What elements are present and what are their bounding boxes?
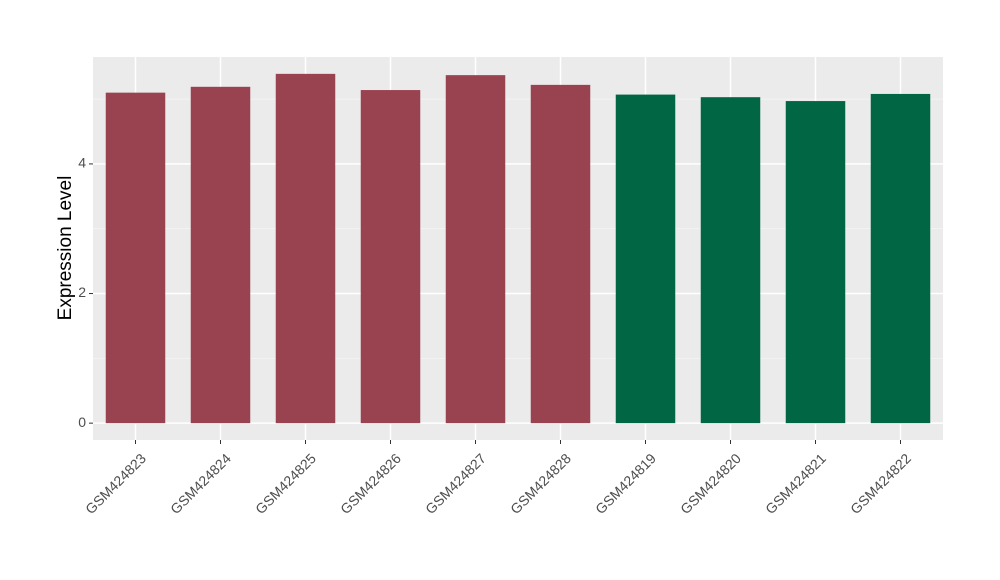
x-tick-label: GSM424828 [507,450,574,517]
y-tick-label: 4 [78,155,86,171]
x-tick-label: GSM424826 [337,450,404,517]
bar [190,86,251,424]
x-tick-label: GSM424820 [677,450,744,517]
x-tick-label: GSM424823 [82,450,149,517]
bar [275,73,336,424]
bar [870,93,931,424]
bar [700,97,761,424]
x-tick-label: GSM424819 [592,450,659,517]
x-tick-label: GSM424827 [422,450,489,517]
bar [615,94,676,424]
y-tick-label: 2 [78,284,86,300]
bar [785,101,846,424]
y-axis-title: Expression Level [55,176,76,321]
bar [445,75,506,424]
y-tick-label: 0 [78,414,86,430]
x-tick-label: GSM424824 [167,450,234,517]
x-tick-label: GSM424825 [252,450,319,517]
bar [360,90,421,424]
bar [530,84,591,424]
bar [105,92,166,424]
x-tick-label: GSM424822 [847,450,914,517]
x-tick-label: GSM424821 [762,450,829,517]
